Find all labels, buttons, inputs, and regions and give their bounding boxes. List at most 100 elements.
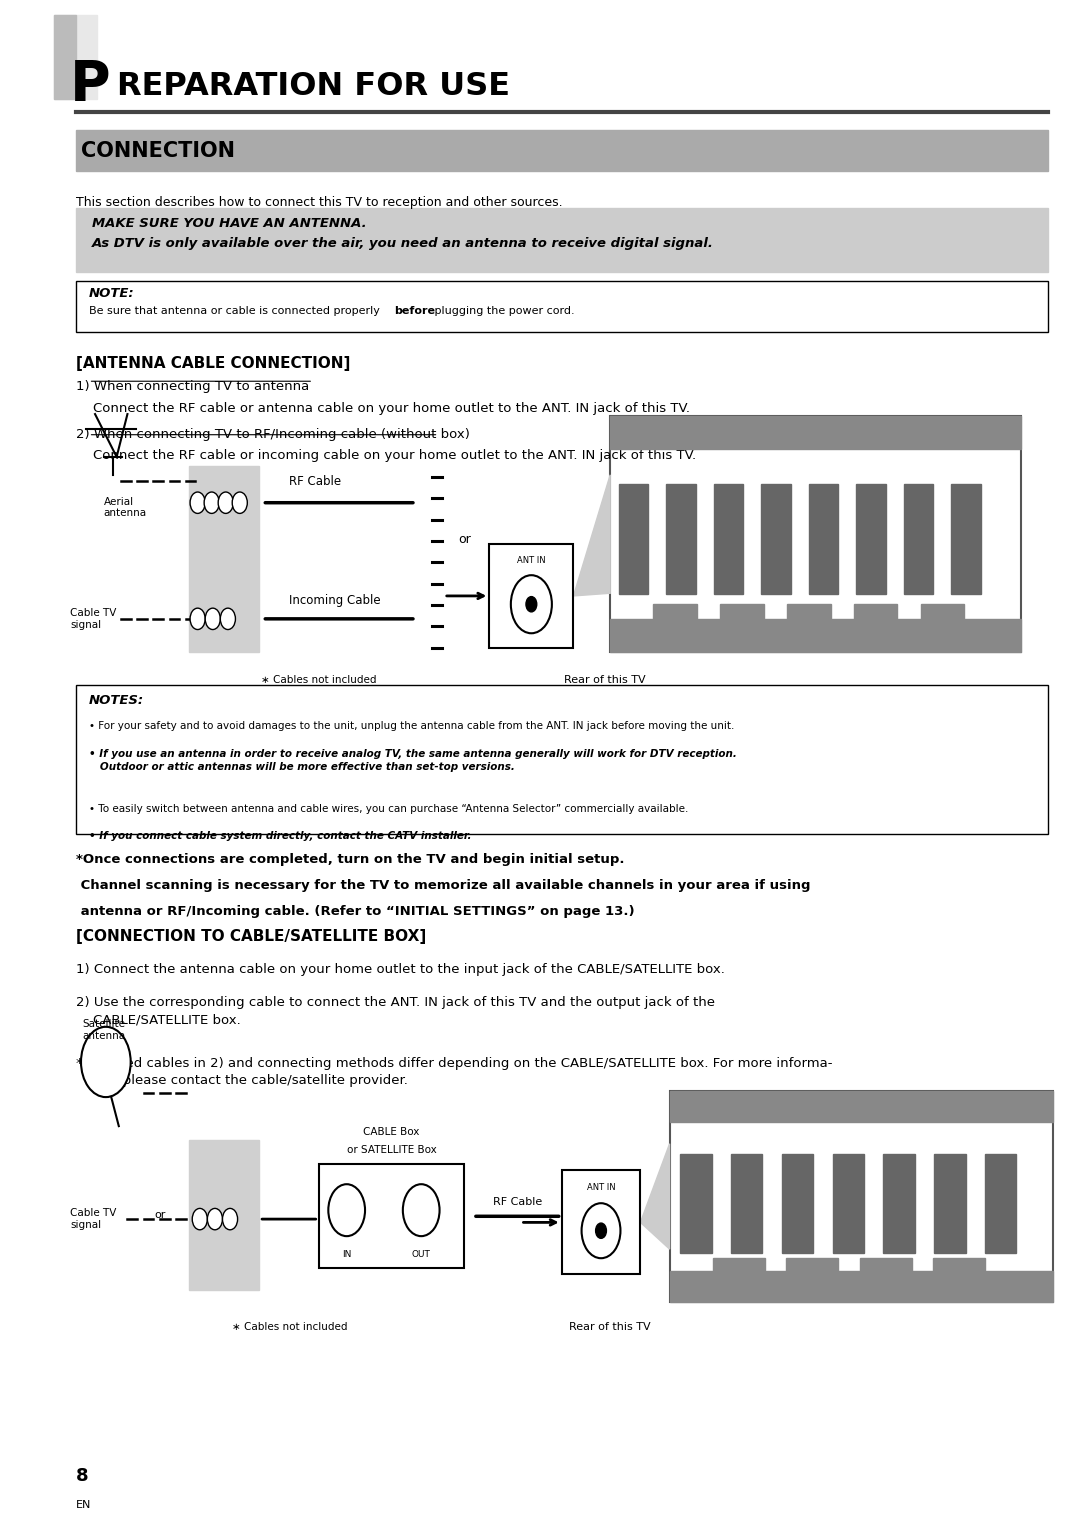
Text: Satellite
antenna: Satellite antenna — [82, 1019, 125, 1041]
Bar — [76, 281, 1048, 332]
Text: IN: IN — [342, 1250, 351, 1259]
Circle shape — [205, 608, 220, 630]
Text: ANT IN: ANT IN — [517, 556, 545, 565]
Bar — [761, 484, 791, 594]
Polygon shape — [640, 1143, 670, 1250]
Text: Rear of this TV: Rear of this TV — [564, 675, 646, 686]
Text: CABLE Box: CABLE Box — [363, 1126, 420, 1137]
Circle shape — [81, 1027, 131, 1097]
Text: Channel scanning is necessary for the TV to memorize all available channels in y: Channel scanning is necessary for the TV… — [76, 879, 810, 892]
Bar — [782, 1154, 813, 1253]
Text: [CONNECTION TO CABLE/SATELLITE BOX]: [CONNECTION TO CABLE/SATELLITE BOX] — [76, 929, 426, 944]
Bar — [856, 484, 886, 594]
Text: plugging the power cord.: plugging the power cord. — [431, 306, 575, 316]
Bar — [787, 604, 831, 646]
Text: Cable TV
signal: Cable TV signal — [70, 1209, 117, 1230]
Circle shape — [511, 575, 552, 633]
Bar — [883, 1154, 915, 1253]
Bar — [189, 1140, 259, 1290]
Circle shape — [403, 1184, 440, 1236]
Circle shape — [526, 596, 537, 611]
Circle shape — [222, 1209, 238, 1230]
Text: Cable TV
signal: Cable TV signal — [70, 608, 117, 630]
Circle shape — [596, 1222, 607, 1238]
Bar — [670, 1271, 1053, 1302]
Circle shape — [218, 492, 233, 513]
Bar — [319, 1164, 464, 1268]
Bar — [809, 484, 838, 594]
Bar — [731, 1154, 762, 1253]
Bar — [54, 15, 97, 99]
Bar — [921, 604, 964, 646]
Bar — [713, 1258, 765, 1296]
Circle shape — [220, 608, 235, 630]
Bar — [951, 484, 981, 594]
Bar — [653, 604, 697, 646]
Text: NOTE:: NOTE: — [89, 287, 134, 301]
Bar — [720, 604, 764, 646]
Text: or SATELLITE Box: or SATELLITE Box — [347, 1144, 436, 1155]
Circle shape — [232, 492, 247, 513]
Text: OUT: OUT — [411, 1250, 431, 1259]
Circle shape — [328, 1184, 365, 1236]
Bar — [189, 466, 259, 652]
Text: RF Cable: RF Cable — [289, 475, 341, 487]
Text: Connect the RF cable or incoming cable on your home outlet to the ANT. IN jack o: Connect the RF cable or incoming cable o… — [76, 449, 696, 463]
Bar — [933, 1258, 985, 1296]
Text: 8: 8 — [76, 1467, 89, 1485]
Text: EN: EN — [76, 1500, 91, 1511]
Bar — [786, 1258, 838, 1296]
Circle shape — [204, 492, 219, 513]
Bar — [670, 1091, 1053, 1302]
Text: • If you use an antenna in order to receive analog TV, the same antenna generall: • If you use an antenna in order to rece… — [89, 749, 737, 772]
Text: ∗ Cables not included: ∗ Cables not included — [261, 675, 376, 686]
Bar — [76, 685, 1048, 834]
Text: or: or — [458, 533, 471, 545]
Bar — [904, 484, 933, 594]
Text: P: P — [70, 58, 111, 112]
Bar — [670, 1091, 1053, 1122]
Bar — [610, 416, 1021, 652]
Text: or: or — [154, 1210, 165, 1219]
Bar — [76, 208, 1048, 272]
Bar — [666, 484, 696, 594]
Bar — [860, 1258, 912, 1296]
Text: ∗ Cables not included: ∗ Cables not included — [232, 1322, 347, 1332]
Bar — [619, 484, 648, 594]
Bar — [562, 1170, 640, 1274]
Text: Rear of this TV: Rear of this TV — [569, 1322, 651, 1332]
Text: REPARATION FOR USE: REPARATION FOR USE — [117, 72, 510, 102]
Bar — [489, 544, 573, 648]
Circle shape — [190, 492, 205, 513]
Circle shape — [207, 1209, 222, 1230]
Bar — [854, 604, 897, 646]
Circle shape — [581, 1203, 620, 1258]
Text: As DTV is only available over the air, you need an antenna to receive digital si: As DTV is only available over the air, y… — [92, 237, 714, 251]
Text: Incoming Cable: Incoming Cable — [289, 594, 381, 607]
Text: CONNECTION: CONNECTION — [81, 141, 235, 160]
Text: • To easily switch between antenna and cable wires, you can purchase “Antenna Se: • To easily switch between antenna and c… — [89, 804, 688, 814]
Circle shape — [192, 1209, 207, 1230]
Text: RF Cable: RF Cable — [492, 1196, 542, 1207]
Text: This section describes how to connect this TV to reception and other sources.: This section describes how to connect th… — [76, 196, 563, 209]
Bar — [934, 1154, 966, 1253]
Bar — [610, 619, 1021, 652]
Text: [ANTENNA CABLE CONNECTION]: [ANTENNA CABLE CONNECTION] — [76, 356, 350, 371]
Bar — [76, 130, 1048, 171]
Text: Aerial
antenna: Aerial antenna — [104, 497, 147, 518]
Bar — [680, 1154, 712, 1253]
Text: • If you connect cable system directly, contact the CATV installer.: • If you connect cable system directly, … — [89, 831, 471, 842]
Text: *Required cables in 2) and connecting methods differ depending on the CABLE/SATE: *Required cables in 2) and connecting me… — [76, 1057, 832, 1088]
Text: ANT IN: ANT IN — [586, 1183, 616, 1192]
Bar — [610, 416, 1021, 449]
Text: NOTES:: NOTES: — [89, 694, 144, 707]
Text: before: before — [394, 306, 435, 316]
Text: Connect the RF cable or antenna cable on your home outlet to the ANT. IN jack of: Connect the RF cable or antenna cable on… — [76, 402, 690, 416]
Text: 1) When connecting TV to antenna: 1) When connecting TV to antenna — [76, 380, 309, 394]
Bar — [833, 1154, 864, 1253]
Text: *Once connections are completed, turn on the TV and begin initial setup.: *Once connections are completed, turn on… — [76, 853, 624, 866]
Bar — [54, 15, 76, 99]
Polygon shape — [573, 475, 610, 596]
Circle shape — [190, 608, 205, 630]
Text: 2) Use the corresponding cable to connect the ANT. IN jack of this TV and the ou: 2) Use the corresponding cable to connec… — [76, 996, 715, 1027]
